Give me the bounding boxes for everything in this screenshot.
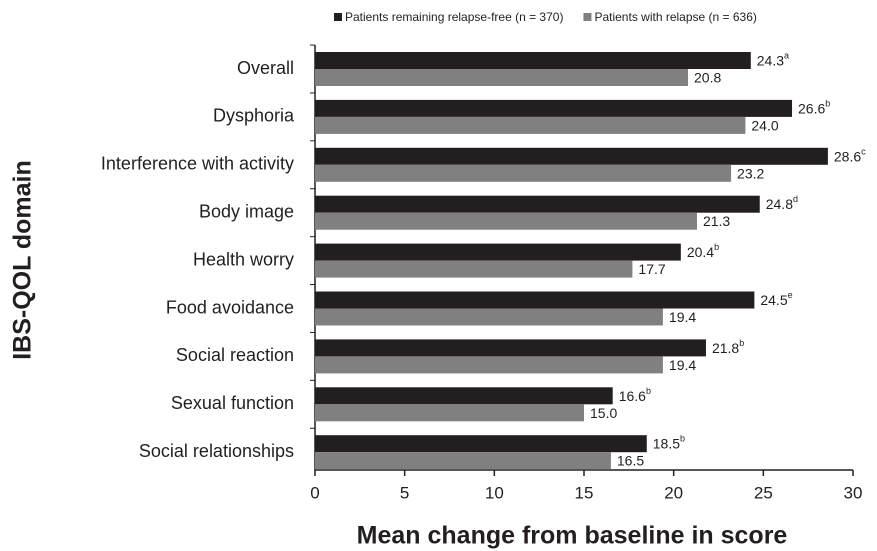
value-label-text: 24.5 (760, 292, 787, 308)
x-tick-label: 15 (575, 483, 594, 502)
value-label-superscript: a (784, 51, 789, 61)
value-label-text: 24.0 (751, 117, 778, 133)
value-label-superscript: b (739, 338, 744, 348)
value-label: 24.8d (766, 195, 798, 212)
value-label-text: 18.5 (653, 435, 680, 451)
value-label-text: 21.8 (712, 340, 739, 356)
y-tick-label: Sexual function (171, 393, 294, 413)
y-tick-label: Food avoidance (166, 297, 294, 317)
value-label-text: 16.5 (617, 452, 644, 468)
value-label: 15.0 (590, 405, 617, 421)
value-label-superscript: b (714, 242, 719, 252)
x-tick-label: 20 (664, 483, 683, 502)
bar (315, 195, 760, 213)
value-label: 17.7 (638, 261, 665, 277)
value-label: 21.8b (712, 338, 744, 355)
value-label-text: 19.4 (669, 357, 696, 373)
y-tick-label: Social relationships (139, 441, 294, 461)
value-label: 19.4 (669, 357, 696, 373)
x-tick-label: 30 (844, 483, 863, 502)
bar (315, 147, 828, 165)
value-label: 20.4b (687, 242, 719, 259)
bar (315, 212, 697, 230)
value-label-text: 19.4 (669, 309, 696, 325)
bar (315, 69, 689, 86)
y-tick-label: Interference with activity (101, 154, 294, 174)
value-label: 16.6b (619, 386, 651, 403)
value-label-text: 24.8 (766, 196, 793, 212)
value-label: 24.0 (751, 117, 778, 133)
value-label: 28.6c (834, 147, 866, 164)
bar (315, 99, 793, 117)
bar (315, 435, 647, 453)
value-label-superscript: e (788, 290, 793, 300)
value-label-superscript: b (825, 99, 830, 109)
value-label-superscript: b (680, 434, 685, 444)
value-label-text: 23.2 (737, 165, 764, 181)
bar (315, 339, 706, 357)
value-label-superscript: c (861, 147, 866, 157)
y-tick-label: Health worry (193, 249, 294, 269)
bar (315, 452, 611, 470)
y-tick-label: Social reaction (176, 345, 294, 365)
x-tick-label: 5 (400, 483, 409, 502)
y-tick-label: Body image (199, 201, 294, 221)
legend-swatch (583, 13, 592, 21)
x-tick-label: 10 (485, 483, 504, 502)
value-label-text: 21.3 (703, 213, 730, 229)
x-tick-label: 25 (754, 483, 773, 502)
value-label-superscript: d (793, 195, 798, 205)
value-label: 24.3a (757, 51, 789, 68)
bar (315, 164, 732, 182)
value-label-text: 20.8 (694, 69, 721, 85)
value-label: 18.5b (653, 434, 685, 451)
value-label: 26.6b (798, 99, 830, 116)
value-label-superscript: b (646, 386, 651, 396)
value-label: 19.4 (669, 309, 696, 325)
x-tick-label: 0 (310, 483, 319, 502)
bar (315, 404, 584, 422)
bar (315, 387, 613, 405)
value-label: 20.8 (694, 69, 721, 85)
legend-swatch (334, 13, 342, 21)
value-label-text: 16.6 (619, 388, 646, 404)
value-label: 21.3 (703, 213, 730, 229)
value-label: 23.2 (737, 165, 764, 181)
x-axis-label: Mean change from baseline in score (357, 522, 788, 550)
y-axis-label: IBS-QOL domain (9, 160, 37, 360)
value-label-text: 28.6 (834, 148, 861, 164)
bar (315, 291, 755, 309)
bar (315, 243, 681, 261)
value-label-text: 26.6 (798, 100, 825, 116)
legend-label: Patients with relapse (n = 636) (594, 10, 756, 24)
bar (315, 260, 633, 278)
value-label-text: 20.4 (687, 244, 714, 260)
value-label: 24.5e (760, 290, 792, 307)
y-tick-label: Overall (237, 58, 294, 78)
bar (315, 52, 751, 69)
y-tick-label: Dysphoria (213, 106, 295, 126)
bar (315, 308, 663, 326)
bar (315, 356, 663, 374)
value-label: 16.5 (617, 452, 644, 468)
value-label-text: 24.3 (757, 52, 784, 68)
bar (315, 116, 746, 134)
value-label-text: 15.0 (590, 405, 617, 421)
value-label-text: 17.7 (638, 261, 665, 277)
legend-label: Patients remaining relapse-free (n = 370… (345, 10, 563, 24)
